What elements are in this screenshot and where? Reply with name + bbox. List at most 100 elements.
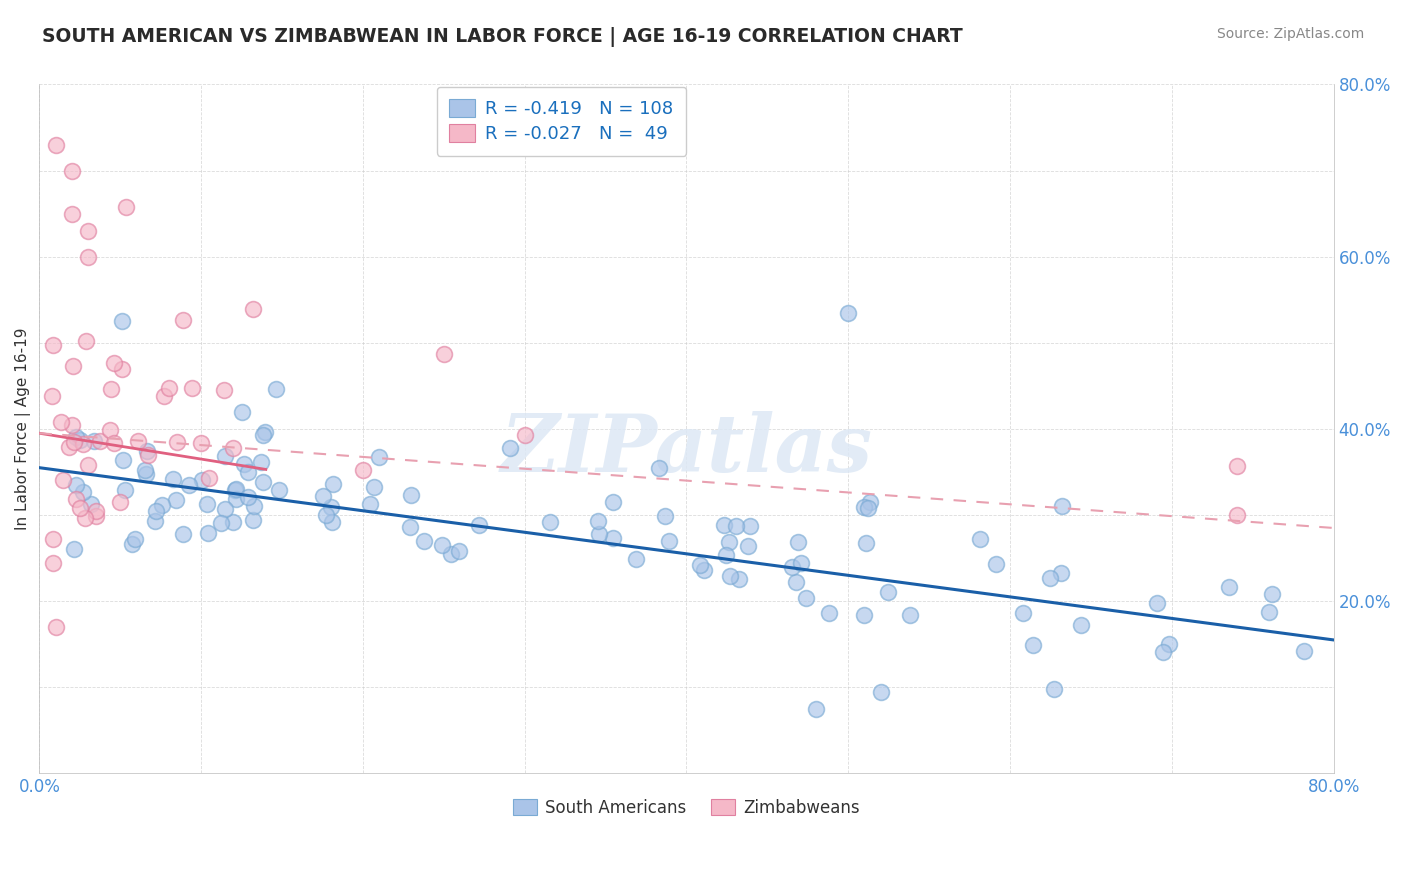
Text: Source: ZipAtlas.com: Source: ZipAtlas.com [1216, 27, 1364, 41]
Point [648, 461, 671, 475]
Point [222, 515, 245, 529]
Point [62, 417, 84, 432]
Point [153, 389, 176, 403]
Point [89, 434, 111, 449]
Point [110, 495, 132, 509]
Point [856, 500, 879, 515]
Point [786, 535, 808, 549]
Legend: South Americans, Zimbabweans: South Americans, Zimbabweans [506, 792, 866, 823]
Point [72, 484, 94, 499]
Point [225, 482, 247, 496]
Point [181, 380, 204, 394]
Point [717, 535, 740, 549]
Point [790, 556, 813, 570]
Point [252, 427, 274, 442]
Point [98, 424, 121, 438]
Point [602, 531, 624, 545]
Point [267, 483, 290, 497]
Point [986, 557, 1008, 571]
Point [214, 384, 236, 398]
Point [111, 314, 134, 328]
Point [252, 475, 274, 490]
Point [858, 494, 880, 508]
Point [65, 430, 87, 444]
Point [41, 557, 63, 571]
Point [817, 606, 839, 620]
Point [76, 458, 98, 472]
Point [969, 533, 991, 547]
Point [249, 455, 271, 469]
Point [127, 434, 149, 449]
Point [693, 563, 716, 577]
Point [42, 532, 65, 546]
Point [1043, 681, 1066, 696]
Point [73, 510, 96, 524]
Point [62, 541, 84, 556]
Point [72, 437, 94, 451]
Point [1159, 637, 1181, 651]
Text: ZIPatlas: ZIPatlas [501, 411, 873, 488]
Point [190, 436, 212, 450]
Point [433, 346, 456, 360]
Point [114, 483, 136, 497]
Point [172, 313, 194, 327]
Point [62, 359, 84, 373]
Point [1218, 581, 1240, 595]
Point [398, 520, 420, 534]
Point [855, 535, 877, 549]
Point [84, 509, 107, 524]
Point [588, 527, 610, 541]
Point [1258, 606, 1281, 620]
Point [586, 514, 609, 528]
Point [135, 467, 157, 481]
Point [136, 448, 159, 462]
Point [232, 457, 254, 471]
Point [65, 491, 87, 506]
Point [242, 513, 264, 527]
Point [1225, 508, 1247, 522]
Point [100, 382, 122, 396]
Point [115, 200, 138, 214]
Point [236, 491, 259, 505]
Point [197, 525, 219, 540]
Point [52, 473, 75, 487]
Point [62, 435, 84, 450]
Point [65, 478, 87, 492]
Point [440, 547, 463, 561]
Point [41, 389, 63, 403]
Point [876, 585, 898, 599]
Point [1039, 570, 1062, 584]
Point [1070, 618, 1092, 632]
Point [197, 471, 219, 485]
Point [447, 543, 470, 558]
Y-axis label: In Labor Force | Age 16-19: In Labor Force | Age 16-19 [15, 327, 31, 530]
Point [689, 558, 711, 573]
Point [80, 497, 103, 511]
Point [725, 519, 748, 533]
Point [363, 480, 385, 494]
Point [214, 502, 236, 516]
Point [321, 516, 343, 530]
Point [209, 516, 232, 531]
Point [399, 487, 422, 501]
Point [1260, 587, 1282, 601]
Point [315, 508, 337, 522]
Point [794, 591, 817, 606]
Point [1152, 645, 1174, 659]
Point [76, 250, 98, 264]
Point [626, 551, 648, 566]
Point [134, 462, 156, 476]
Point [44, 620, 66, 634]
Point [1022, 638, 1045, 652]
Point [172, 526, 194, 541]
Point [716, 548, 738, 562]
Text: SOUTH AMERICAN VS ZIMBABWEAN IN LABOR FORCE | AGE 16-19 CORRELATION CHART: SOUTH AMERICAN VS ZIMBABWEAN IN LABOR FO… [42, 27, 963, 46]
Point [1294, 644, 1316, 658]
Point [75, 334, 97, 348]
Point [413, 533, 436, 548]
Point [143, 514, 166, 528]
Point [319, 500, 342, 515]
Point [242, 301, 264, 316]
Point [124, 532, 146, 546]
Point [785, 575, 807, 590]
